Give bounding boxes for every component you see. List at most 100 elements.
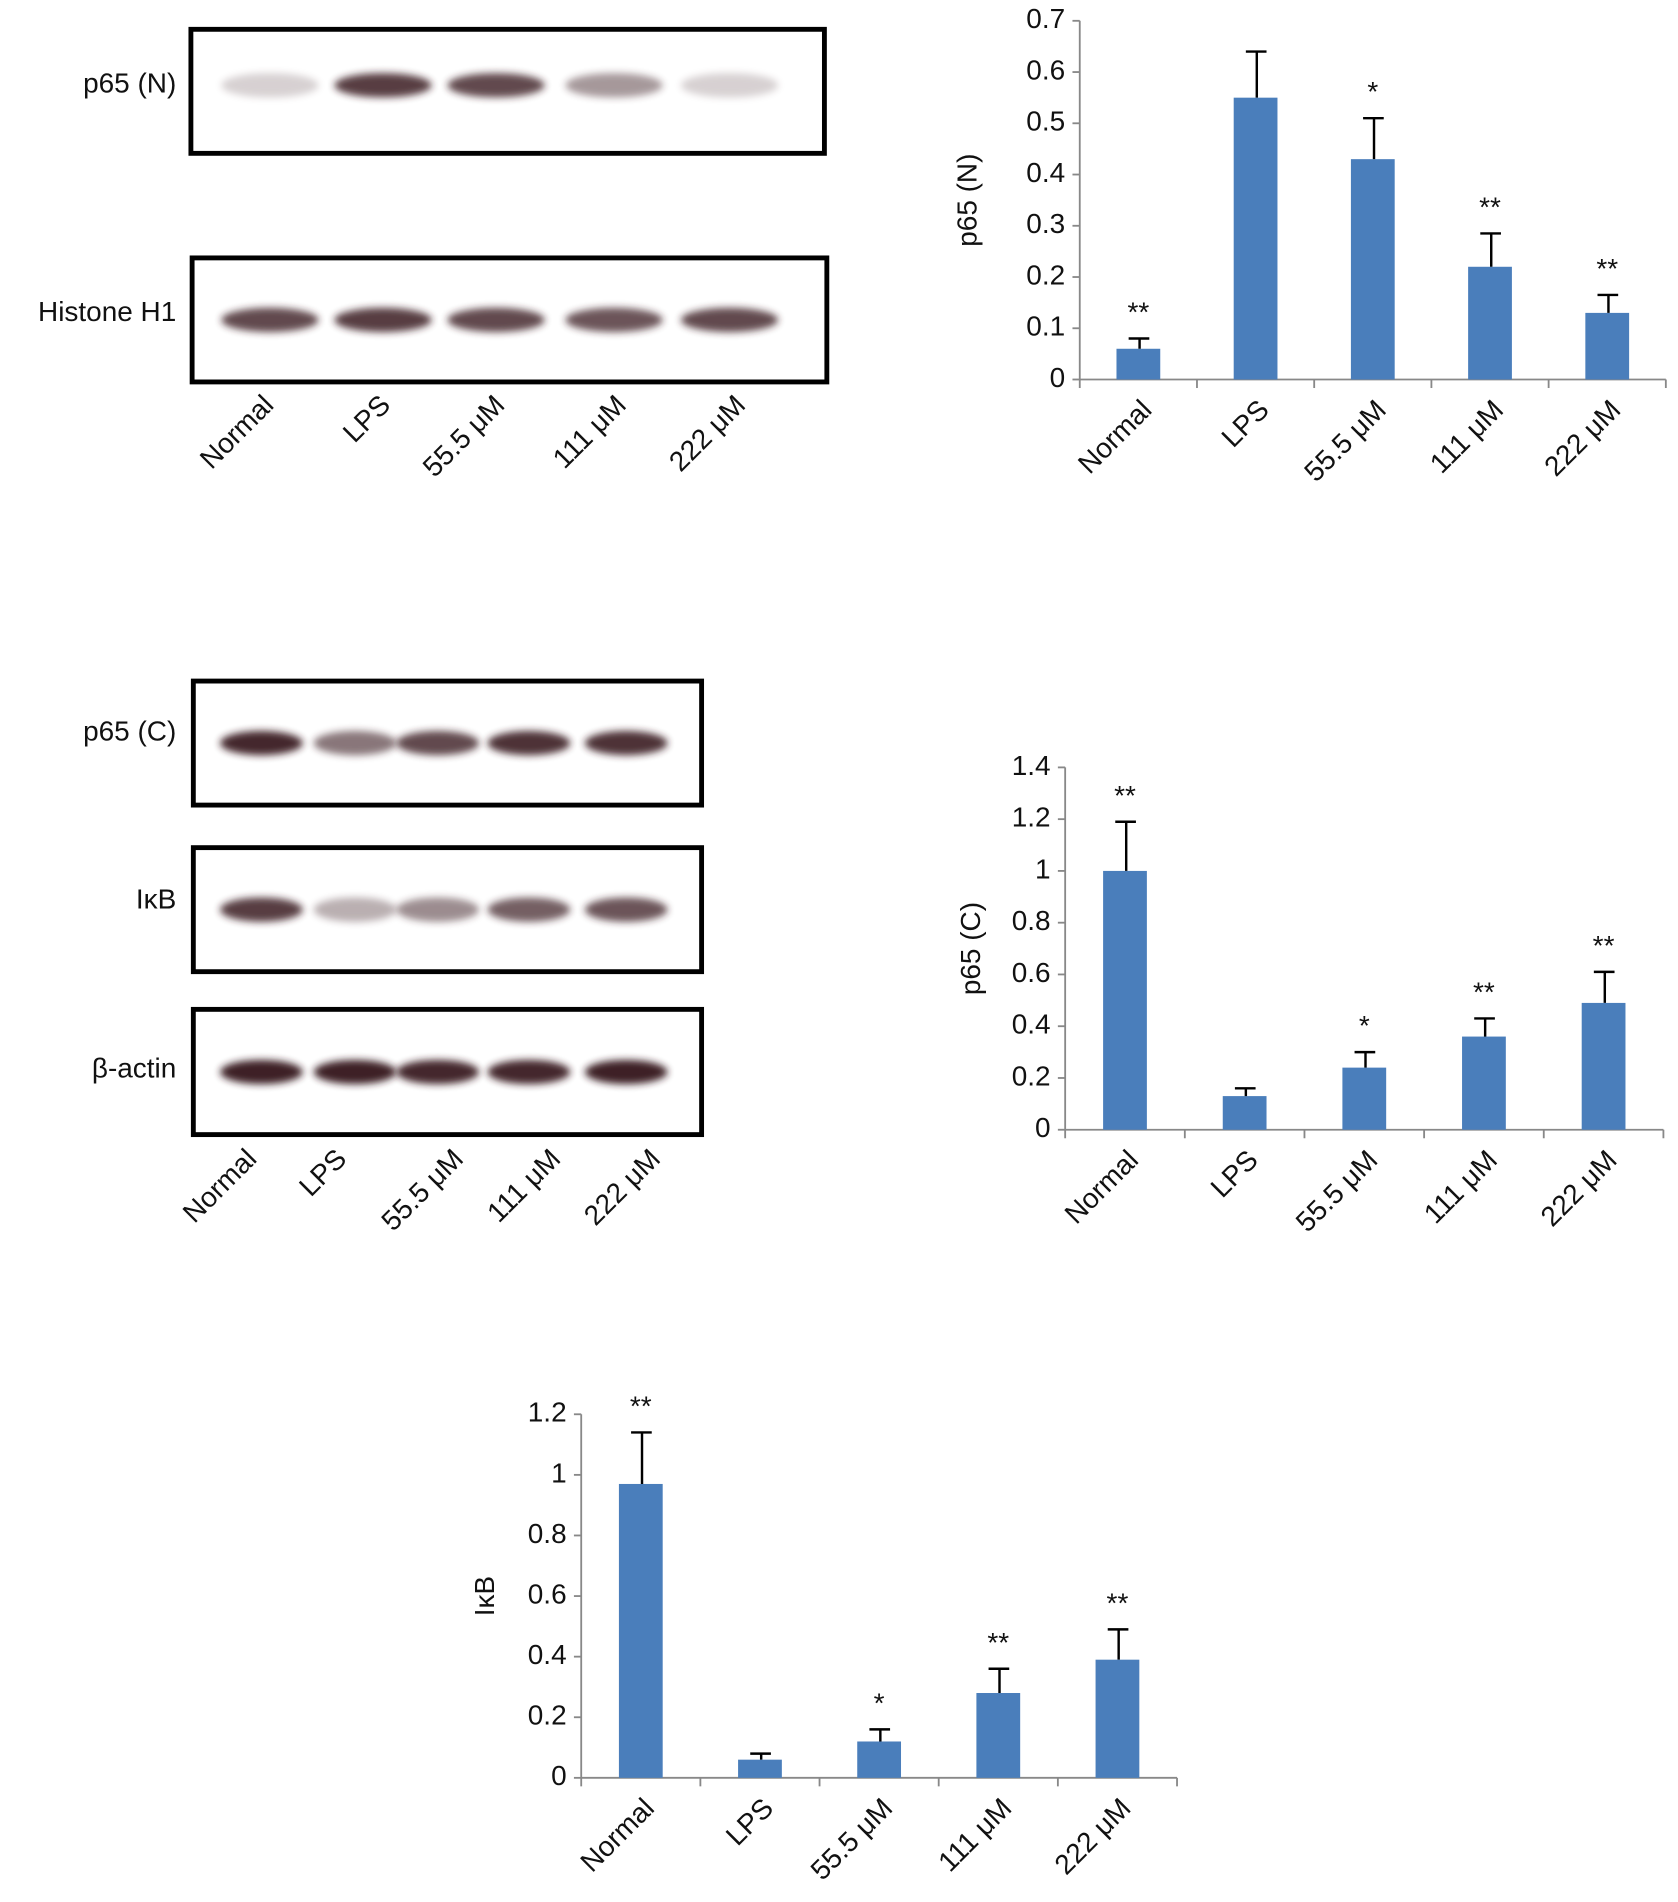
bar <box>1350 159 1395 380</box>
blot-band <box>396 1059 480 1085</box>
x-tick-label: 55.5 μM <box>805 1792 899 1886</box>
blot-band <box>447 73 545 98</box>
lane-label: 111 μM <box>547 389 632 474</box>
blot-label: β-actin <box>92 1053 176 1084</box>
y-tick-label: 0.7 <box>1026 3 1065 34</box>
significance: ** <box>1127 297 1149 328</box>
error-bar <box>1128 337 1150 349</box>
y-tick-label: 0.3 <box>1026 208 1065 239</box>
blot-band <box>565 307 663 333</box>
blot-band <box>220 1059 303 1085</box>
x-tick-label: Normal <box>1059 1144 1145 1230</box>
blot-band <box>221 307 319 333</box>
y-axis-label: IκB <box>469 1576 500 1616</box>
bar <box>618 1483 663 1778</box>
y-tick-label: 0.6 <box>528 1578 567 1609</box>
y-tick-label: 1 <box>551 1457 567 1488</box>
bar <box>738 1759 782 1778</box>
y-tick-label: 0.4 <box>1026 157 1065 188</box>
error-bar <box>750 1752 771 1760</box>
blot-band <box>680 73 779 98</box>
bar <box>1342 1067 1387 1130</box>
error-bar <box>631 1431 652 1484</box>
blot-band <box>313 730 397 756</box>
blot-label: p65 (N) <box>83 68 176 99</box>
lane-label: LPS <box>293 1143 352 1202</box>
y-tick-label: 0.4 <box>528 1639 567 1670</box>
blot-band <box>680 307 779 333</box>
significance: ** <box>1107 1587 1129 1618</box>
y-tick-label: 0.6 <box>1012 957 1051 988</box>
error-bar <box>1474 1017 1495 1037</box>
y-axis-label: p65 (N) <box>951 154 982 247</box>
blot-band <box>487 730 571 756</box>
error-bar <box>988 1667 1010 1694</box>
significance: * <box>874 1687 885 1718</box>
blot-band <box>565 73 663 98</box>
significance: ** <box>1473 977 1495 1008</box>
lane-label: 55.5 μM <box>375 1143 469 1237</box>
blot-band <box>334 73 432 98</box>
x-tick-label: Normal <box>574 1792 660 1878</box>
y-tick-label: 0.8 <box>1012 905 1051 936</box>
y-tick-label: 1.4 <box>1012 750 1051 781</box>
x-tick-label: 55.5 μM <box>1290 1144 1384 1238</box>
blot-band <box>334 307 432 333</box>
bar <box>1103 870 1147 1130</box>
y-tick-label: 1 <box>1035 853 1051 884</box>
error-bar <box>1480 232 1501 267</box>
error-bar <box>1597 293 1619 313</box>
x-tick-label: 111 μM <box>1424 394 1509 479</box>
lane-label: LPS <box>337 389 396 448</box>
error-bar <box>1115 820 1136 871</box>
y-tick-label: 0 <box>1050 362 1066 393</box>
lane-label: 111 μM <box>481 1143 566 1228</box>
blot-band <box>584 1059 668 1085</box>
blot-band <box>584 730 668 756</box>
y-tick-label: 0 <box>551 1760 567 1791</box>
error-bar <box>1245 50 1267 98</box>
significance: ** <box>987 1627 1009 1658</box>
blot-band <box>221 73 319 98</box>
x-tick-label: 222 μM <box>1048 1792 1136 1880</box>
y-tick-label: 0.8 <box>528 1518 567 1549</box>
y-tick-label: 0.1 <box>1026 311 1065 342</box>
bar <box>1116 348 1161 380</box>
blot-band <box>220 897 303 922</box>
error-bar <box>1107 1628 1129 1660</box>
lane-label: 222 μM <box>663 389 751 477</box>
x-tick-label: Normal <box>1072 394 1158 480</box>
y-tick-label: 0.5 <box>1026 106 1065 137</box>
significance: ** <box>1593 930 1615 961</box>
blot-label: Histone H1 <box>38 296 176 327</box>
blot-band <box>487 1059 571 1085</box>
error-bar <box>869 1728 891 1742</box>
y-tick-label: 0.6 <box>1026 54 1065 85</box>
significance: ** <box>1479 192 1501 223</box>
blot-label: p65 (C) <box>83 716 176 747</box>
blot-band <box>220 730 303 756</box>
x-tick-label: LPS <box>720 1792 779 1851</box>
y-tick-label: 1.2 <box>1012 802 1051 833</box>
x-tick-label: 222 μM <box>1538 394 1626 482</box>
bar <box>1233 97 1278 380</box>
significance: * <box>1359 1010 1370 1041</box>
bar <box>1581 1002 1626 1130</box>
bar <box>1468 266 1512 380</box>
x-tick-label: 111 μM <box>1418 1144 1503 1229</box>
significance: ** <box>1596 253 1618 284</box>
error-bar <box>1363 116 1384 160</box>
y-tick-label: 0 <box>1035 1112 1051 1143</box>
y-tick-label: 0.4 <box>1012 1009 1051 1040</box>
error-bar <box>1234 1087 1256 1097</box>
significance: ** <box>1114 780 1136 811</box>
blot-band <box>396 897 480 922</box>
lane-label: Normal <box>194 389 280 475</box>
blot-band <box>447 307 545 333</box>
y-tick-label: 0.2 <box>1026 259 1065 290</box>
y-axis-label: p65 (C) <box>955 902 986 995</box>
y-tick-label: 0.2 <box>1012 1060 1051 1091</box>
error-bar <box>1354 1050 1376 1068</box>
blot-band <box>487 897 571 922</box>
